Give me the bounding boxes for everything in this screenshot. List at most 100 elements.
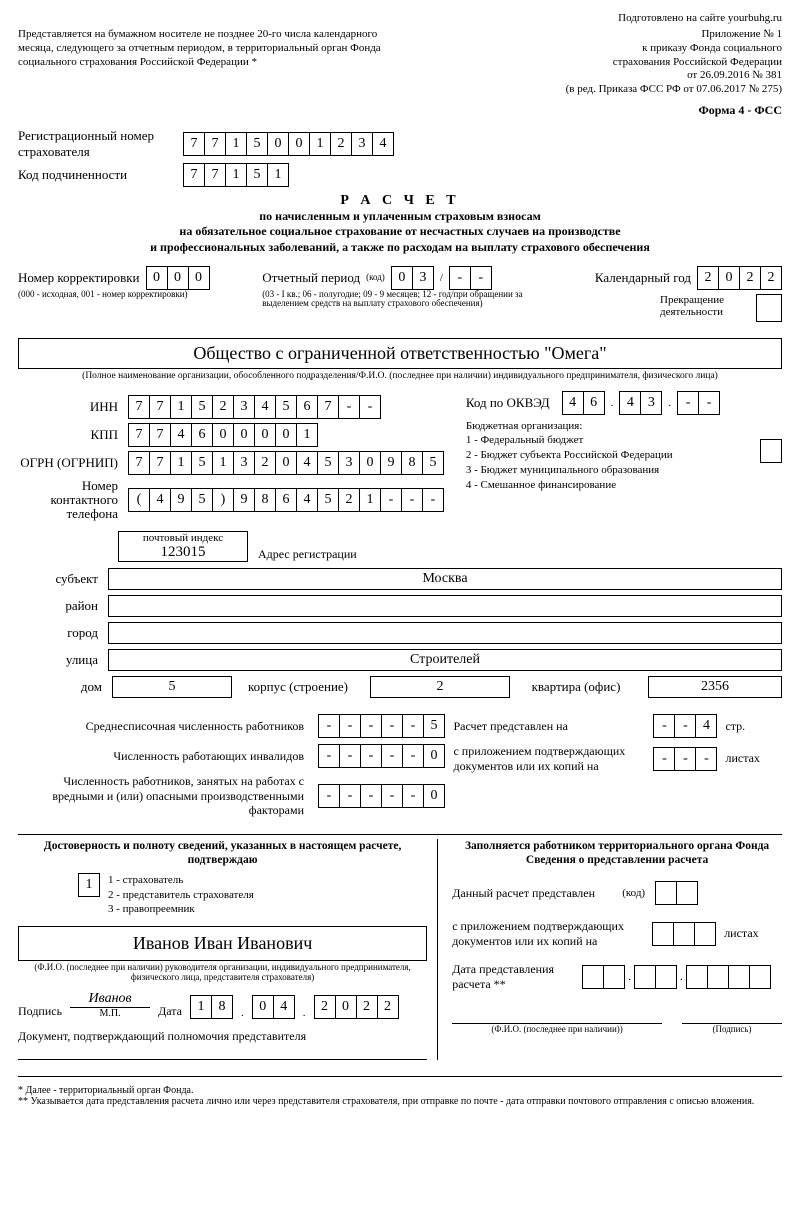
docs-cells-cell-1[interactable]: -	[674, 747, 696, 771]
ogrn-cells-cell-14[interactable]: 5	[422, 451, 444, 475]
subcode-cells-cell-2[interactable]: 1	[225, 163, 247, 187]
date-y-cell-0[interactable]: 2	[314, 995, 336, 1019]
ogrn-cells-cell-8[interactable]: 4	[296, 451, 318, 475]
kpp-cells-cell-4[interactable]: 0	[212, 423, 234, 447]
date-y-cell-3[interactable]: 2	[377, 995, 399, 1019]
phone-cells-cell-10[interactable]: 2	[338, 488, 360, 512]
phone-cells-cell-11[interactable]: 1	[359, 488, 381, 512]
date-y-cell-1[interactable]: 0	[335, 995, 357, 1019]
street-value[interactable]: Строителей	[108, 649, 782, 671]
phone-cells-cell-0[interactable]: (	[128, 488, 150, 512]
cessation-cell[interactable]	[756, 294, 782, 322]
ogrn-cells-cell-5[interactable]: 3	[233, 451, 255, 475]
avg-cells-cell-1[interactable]: -	[339, 714, 361, 738]
year-cells-cell-1[interactable]: 0	[718, 266, 740, 290]
city-value[interactable]	[108, 622, 782, 644]
inv-cells-cell-2[interactable]: -	[360, 744, 382, 768]
ogrn-cells-cell-6[interactable]: 2	[254, 451, 276, 475]
ogrn-cells-cell-13[interactable]: 8	[401, 451, 423, 475]
kpp-cells-cell-8[interactable]: 1	[296, 423, 318, 447]
inv-cells-cell-3[interactable]: -	[381, 744, 403, 768]
recv-doc-3[interactable]	[694, 922, 716, 946]
reg-cells-cell-9[interactable]: 4	[372, 132, 394, 156]
phone-cells-cell-9[interactable]: 5	[317, 488, 339, 512]
budget-cell[interactable]	[760, 439, 782, 463]
phone-cells-cell-3[interactable]: 5	[191, 488, 213, 512]
kpp-cells-cell-6[interactable]: 0	[254, 423, 276, 447]
corr-cells-cell-1[interactable]: 0	[167, 266, 189, 290]
inn-cells-cell-9[interactable]: 7	[317, 395, 339, 419]
reg-cells-cell-4[interactable]: 0	[267, 132, 289, 156]
recv-sign-line[interactable]	[682, 1011, 782, 1024]
subcode-cells-cell-4[interactable]: 1	[267, 163, 289, 187]
phone-cells-cell-6[interactable]: 8	[254, 488, 276, 512]
rd1[interactable]	[582, 965, 604, 989]
inv-cells-cell-1[interactable]: -	[339, 744, 361, 768]
avg-cells-cell-4[interactable]: -	[402, 714, 424, 738]
phone-cells-cell-8[interactable]: 4	[296, 488, 318, 512]
phone-cells-cell-7[interactable]: 6	[275, 488, 297, 512]
year-cells-cell-3[interactable]: 2	[760, 266, 782, 290]
okved1-cell-1[interactable]: 6	[583, 391, 605, 415]
inn-cells-cell-10[interactable]: -	[338, 395, 360, 419]
okved2-cell-1[interactable]: 3	[640, 391, 662, 415]
kpp-cells-cell-2[interactable]: 4	[170, 423, 192, 447]
pages-cells-cell-0[interactable]: -	[653, 714, 675, 738]
inn-cells-cell-4[interactable]: 2	[212, 395, 234, 419]
ogrn-cells-cell-3[interactable]: 5	[191, 451, 213, 475]
inn-cells-cell-8[interactable]: 6	[296, 395, 318, 419]
inn-cells-cell-7[interactable]: 5	[275, 395, 297, 419]
ogrn-cells-cell-4[interactable]: 1	[212, 451, 234, 475]
kpp-cells-cell-7[interactable]: 0	[275, 423, 297, 447]
inn-cells-cell-1[interactable]: 7	[149, 395, 171, 419]
ogrn-cells-cell-2[interactable]: 1	[170, 451, 192, 475]
ogrn-cells-cell-0[interactable]: 7	[128, 451, 150, 475]
ry4[interactable]	[749, 965, 771, 989]
period-b-cell-1[interactable]: -	[470, 266, 492, 290]
phone-cells-cell-14[interactable]: -	[422, 488, 444, 512]
harm-cells-cell-1[interactable]: -	[339, 784, 361, 808]
reg-cells-cell-6[interactable]: 1	[309, 132, 331, 156]
harm-cells-cell-2[interactable]: -	[360, 784, 382, 808]
doc-line[interactable]	[18, 1046, 427, 1060]
corr-cells-cell-0[interactable]: 0	[146, 266, 168, 290]
docs-cells-cell-2[interactable]: -	[695, 747, 717, 771]
docs-cells-cell-0[interactable]: -	[653, 747, 675, 771]
reg-cells-cell-1[interactable]: 7	[204, 132, 226, 156]
ogrn-cells-cell-12[interactable]: 9	[380, 451, 402, 475]
subcode-cells-cell-3[interactable]: 5	[246, 163, 268, 187]
reg-cells-cell-2[interactable]: 1	[225, 132, 247, 156]
ogrn-cells-cell-10[interactable]: 3	[338, 451, 360, 475]
house-value[interactable]: 5	[112, 676, 232, 698]
date-m-cell-1[interactable]: 4	[273, 995, 295, 1019]
ry3[interactable]	[728, 965, 750, 989]
harm-cells-cell-3[interactable]: -	[381, 784, 403, 808]
inv-cells-cell-5[interactable]: 0	[423, 744, 445, 768]
phone-cells-cell-2[interactable]: 9	[170, 488, 192, 512]
okved3-cell-1[interactable]: -	[698, 391, 720, 415]
recv-doc-2[interactable]	[673, 922, 695, 946]
rd2[interactable]	[603, 965, 625, 989]
korpus-value[interactable]: 2	[370, 676, 510, 698]
confirm-type-cell[interactable]: 1	[78, 873, 100, 897]
recv-code-1[interactable]	[655, 881, 677, 905]
kpp-cells-cell-5[interactable]: 0	[233, 423, 255, 447]
avg-cells-cell-2[interactable]: -	[360, 714, 382, 738]
reg-cells-cell-0[interactable]: 7	[183, 132, 205, 156]
phone-cells-cell-1[interactable]: 4	[149, 488, 171, 512]
inn-cells-cell-11[interactable]: -	[359, 395, 381, 419]
year-cells-cell-2[interactable]: 2	[739, 266, 761, 290]
inn-cells-cell-6[interactable]: 4	[254, 395, 276, 419]
rm1[interactable]	[634, 965, 656, 989]
phone-cells-cell-13[interactable]: -	[401, 488, 423, 512]
subcode-cells-cell-1[interactable]: 7	[204, 163, 226, 187]
phone-cells-cell-4[interactable]: )	[212, 488, 234, 512]
flat-value[interactable]: 2356	[648, 676, 782, 698]
okved2-cell-0[interactable]: 4	[619, 391, 641, 415]
ry1[interactable]	[686, 965, 708, 989]
district-value[interactable]	[108, 595, 782, 617]
okved3-cell-0[interactable]: -	[677, 391, 699, 415]
inn-cells-cell-2[interactable]: 1	[170, 395, 192, 419]
avg-cells-cell-5[interactable]: 5	[423, 714, 445, 738]
kpp-cells-cell-1[interactable]: 7	[149, 423, 171, 447]
